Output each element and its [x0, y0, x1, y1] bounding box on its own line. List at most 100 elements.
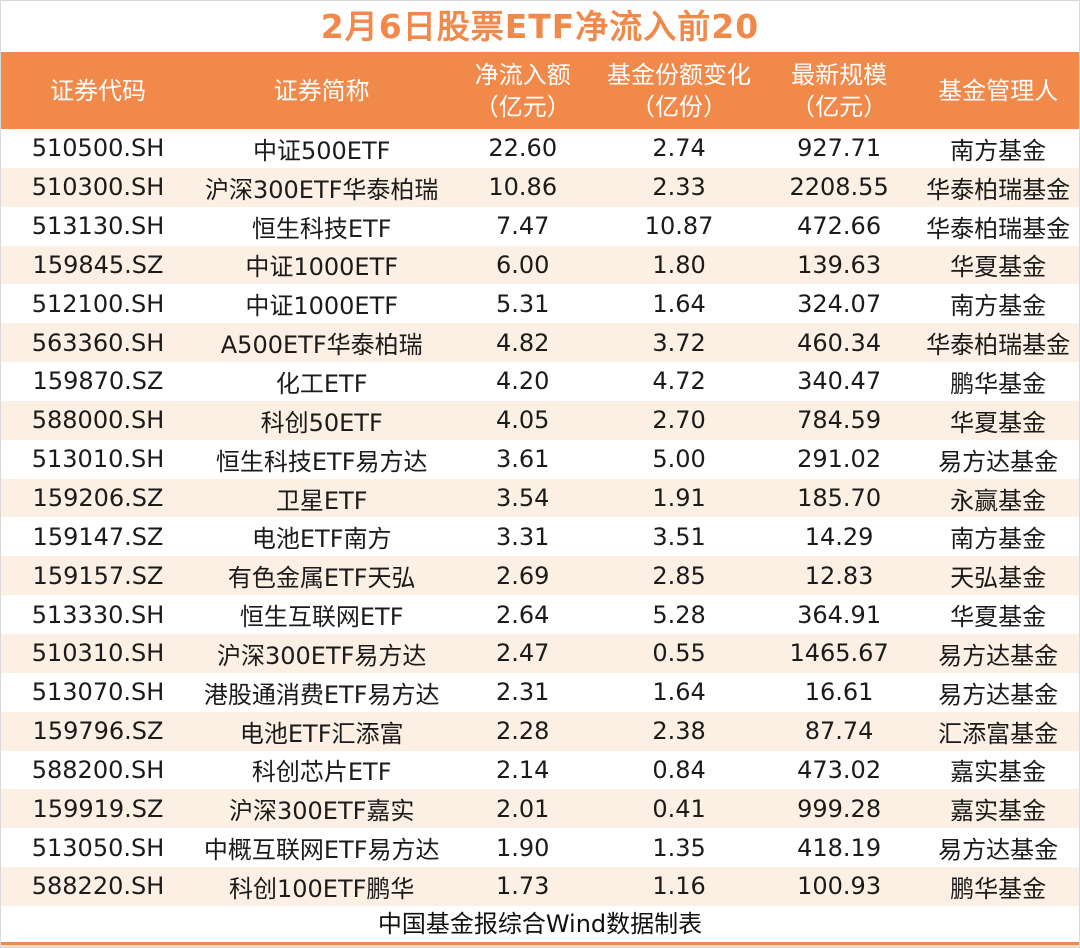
cell-share-change: 1.80: [652, 250, 706, 279]
cell-name: 化工ETF: [275, 369, 368, 398]
table-row: 510500.SH 中证500ETF 22.60 2.74 927.71 南方基金: [1, 129, 1079, 168]
cell-code: 159796.SZ: [32, 717, 164, 746]
cell-manager: 华泰柏瑞基金: [926, 214, 1071, 243]
cell-share-change: 2.85: [652, 561, 706, 590]
cell-share-change: 2.38: [652, 717, 706, 746]
table-body: 510500.SH 中证500ETF 22.60 2.74 927.71 南方基金 5103…: [1, 129, 1079, 906]
cell-inflow: 2.69: [496, 561, 550, 590]
cell-code: 510500.SH: [31, 134, 165, 163]
table-row: 159796.SZ 电池ETF汇添富 2.28 2.38 87.74 汇添富基金: [1, 711, 1079, 751]
cell-share-change: 0.84: [652, 755, 706, 784]
cell-manager: 汇添富基金: [938, 719, 1059, 748]
header-label: 证券代码: [50, 76, 147, 105]
cell-manager: 易方达基金: [938, 680, 1059, 709]
cell-code: 513130.SH: [31, 212, 165, 241]
table-row: 513050.SH 中概互联网ETF易方达 1.90 1.35 418.19 易方达基金: [1, 828, 1079, 868]
header-cell-name: 证券简称: [195, 52, 448, 129]
cell-manager: 南方基金: [950, 136, 1047, 165]
cell-code: 588000.SH: [31, 406, 165, 435]
cell-code: 510310.SH: [31, 639, 165, 668]
header-cell-inflow: 净流入额 （亿元）: [448, 52, 597, 129]
cell-share-change: 3.51: [652, 522, 706, 551]
cell-inflow: 10.86: [488, 173, 558, 202]
cell-inflow: 2.47: [496, 639, 550, 668]
cell-manager: 鹏华基金: [950, 369, 1047, 398]
cell-inflow: 1.90: [496, 833, 550, 862]
cell-scale: 87.74: [804, 717, 874, 746]
cell-inflow: 2.01: [496, 794, 550, 823]
cell-inflow: 1.73: [496, 872, 550, 901]
cell-code: 513330.SH: [31, 600, 165, 629]
cell-inflow: 2.31: [496, 678, 550, 707]
source-credit: 中国基金报综合Wind数据制表: [377, 910, 703, 938]
cell-scale: 12.83: [804, 561, 874, 590]
cell-name: 沪深300ETF华泰柏瑞: [204, 175, 439, 204]
cell-inflow: 5.31: [496, 289, 550, 318]
cell-code: 563360.SH: [31, 328, 165, 357]
cell-code: 588220.SH: [31, 872, 165, 901]
cell-inflow: 2.28: [496, 717, 550, 746]
table-row: 159157.SZ 有色金属ETF天弘 2.69 2.85 12.83 天弘基金: [1, 556, 1079, 596]
cell-share-change: 3.72: [652, 328, 706, 357]
cell-code: 513050.SH: [31, 833, 165, 862]
table-row: 588220.SH 科创100ETF鹏华 1.73 1.16 100.93 鹏华基金: [1, 867, 1079, 906]
cell-scale: 460.34: [797, 328, 882, 357]
cell-inflow: 6.00: [496, 250, 550, 279]
cell-scale: 784.59: [797, 406, 882, 435]
cell-name: 恒生互联网ETF: [239, 603, 404, 632]
table-row: 159206.SZ 卫星ETF 3.54 1.91 185.70 永赢基金: [1, 478, 1079, 518]
cell-share-change: 4.72: [652, 367, 706, 396]
etf-table: 证券代码 证券简称 净流入额 （亿元） 基金份额变化 （亿份） 最新规模 （亿元…: [1, 52, 1079, 906]
cell-manager: 嘉实基金: [950, 797, 1047, 826]
cell-manager: 华泰柏瑞基金: [926, 175, 1071, 204]
cell-name: 卫星ETF: [275, 486, 368, 515]
cell-manager: 易方达基金: [938, 641, 1059, 670]
cell-scale: 927.71: [797, 134, 882, 163]
cell-code: 588200.SH: [31, 755, 165, 784]
cell-name: 科创100ETF鹏华: [228, 874, 415, 903]
cell-name: 沪深300ETF易方达: [216, 641, 427, 670]
cell-inflow: 7.47: [496, 212, 550, 241]
cell-manager: 南方基金: [950, 292, 1047, 321]
table-row: 588200.SH 科创芯片ETF 2.14 0.84 473.02 嘉实基金: [1, 750, 1079, 790]
header-label: 基金管理人: [938, 76, 1059, 105]
cell-name: 港股通消费ETF易方达: [203, 680, 440, 709]
cell-manager: 易方达基金: [938, 447, 1059, 476]
cell-scale: 139.63: [797, 250, 882, 279]
cell-manager: 易方达基金: [938, 836, 1059, 865]
cell-manager: 南方基金: [950, 525, 1047, 554]
cell-scale: 324.07: [797, 289, 882, 318]
cell-manager: 华夏基金: [950, 253, 1047, 282]
cell-code: 510300.SH: [31, 173, 165, 202]
cell-scale: 340.47: [797, 367, 882, 396]
table-row: 159845.SZ 中证1000ETF 6.00 1.80 139.63 华夏基金: [1, 245, 1079, 285]
bottom-accent-line: [1, 942, 1079, 945]
cell-inflow: 3.54: [496, 484, 550, 513]
table-header-row: 证券代码 证券简称 净流入额 （亿元） 基金份额变化 （亿份） 最新规模 （亿元…: [1, 52, 1079, 129]
cell-scale: 100.93: [797, 872, 882, 901]
cell-manager: 鹏华基金: [950, 874, 1047, 903]
bottom-accent-line-soft: [1, 945, 1079, 947]
cell-scale: 14.29: [804, 522, 874, 551]
cell-name: 中证500ETF: [252, 136, 391, 165]
cell-name: 沪深300ETF嘉实: [228, 797, 415, 826]
cell-name: 电池ETF南方: [251, 525, 392, 554]
cell-share-change: 1.64: [652, 678, 706, 707]
table-row: 159919.SZ 沪深300ETF嘉实 2.01 0.41 999.28 嘉实基金: [1, 789, 1079, 829]
header-label: 净流入额: [474, 60, 571, 89]
cell-share-change: 1.35: [652, 833, 706, 862]
cell-code: 513070.SH: [31, 678, 165, 707]
cell-name: 科创芯片ETF: [251, 758, 392, 787]
cell-name: 电池ETF汇添富: [239, 719, 404, 748]
cell-share-change: 0.41: [652, 794, 706, 823]
table-row: 513330.SH 恒生互联网ETF 2.64 5.28 364.91 华夏基金: [1, 595, 1079, 634]
header-label: 证券简称: [273, 76, 370, 105]
page-title: 2月6日股票ETF净流入前20: [320, 7, 760, 46]
header-label: 最新规模: [791, 60, 888, 89]
cell-code: 159845.SZ: [32, 250, 164, 279]
cell-share-change: 1.16: [652, 872, 706, 901]
cell-code: 159919.SZ: [32, 794, 164, 823]
cell-share-change: 0.55: [652, 639, 706, 668]
table-row: 513070.SH 港股通消费ETF易方达 2.31 1.64 16.61 易方达基金: [1, 672, 1079, 712]
